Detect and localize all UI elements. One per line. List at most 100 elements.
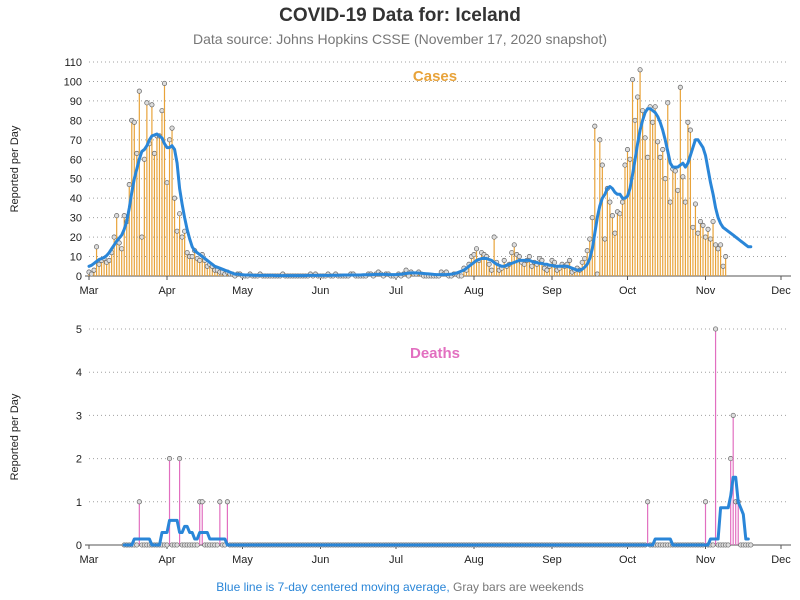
deaths-point <box>166 456 173 462</box>
cases-xtick-label: May <box>232 285 253 297</box>
cases-point <box>166 137 173 143</box>
cases-point <box>174 228 180 234</box>
cases-ytick-label: 80 <box>70 115 82 127</box>
deaths-xtick-label: Apr <box>158 554 175 566</box>
deaths-point <box>748 542 754 548</box>
deaths-point <box>214 542 220 548</box>
cases-point <box>685 119 691 125</box>
cases-point <box>587 236 593 242</box>
deaths-xtick-label: Sep <box>542 554 562 566</box>
cases-point <box>189 253 195 260</box>
cases-point <box>172 195 178 201</box>
deaths-point <box>725 542 731 548</box>
cases-point <box>473 246 480 252</box>
cases-point <box>632 117 638 123</box>
chart-subtitle: Data source: Johns Hopkins CSSE (Novembe… <box>193 31 607 47</box>
cases-point <box>121 213 127 219</box>
cases-point <box>136 88 142 94</box>
deaths-ytick-label: 3 <box>76 410 82 422</box>
cases-point <box>169 125 175 131</box>
cases-point <box>159 108 165 114</box>
deaths-point <box>199 499 205 505</box>
cases-point <box>718 242 724 248</box>
cases-ytick-label: 10 <box>70 252 82 264</box>
cases-point <box>458 273 464 279</box>
deaths-point <box>136 499 142 505</box>
cases-point <box>592 123 598 129</box>
cases-ytick-label: 20 <box>70 232 82 244</box>
deaths-panel-title: Deaths <box>410 345 460 362</box>
cases-point <box>599 162 605 168</box>
cases-point <box>609 213 615 219</box>
cases-point <box>652 104 658 110</box>
cases-point <box>589 215 595 221</box>
cases-point <box>491 234 497 240</box>
cases-point <box>91 267 97 273</box>
cases-point <box>111 234 117 240</box>
cases-point <box>149 102 155 108</box>
cases-xtick-label: Jun <box>312 285 330 297</box>
deaths-point <box>710 542 716 548</box>
cases-point <box>675 187 681 193</box>
cases-xtick-label: Jul <box>389 285 403 297</box>
cases-point <box>177 211 183 217</box>
deaths-ytick-label: 2 <box>76 454 82 466</box>
cases-point <box>635 94 641 100</box>
cases-point <box>695 230 701 236</box>
cases-point <box>489 267 495 273</box>
cases-point <box>645 154 651 160</box>
deaths-ytick-label: 1 <box>76 497 82 509</box>
cases-point <box>567 257 573 263</box>
cases-point <box>697 218 704 225</box>
cases-ytick-label: 90 <box>70 96 82 108</box>
cases-point <box>141 156 147 162</box>
cases-point <box>131 119 137 125</box>
cases-point <box>637 67 643 73</box>
cases-point <box>184 250 190 256</box>
cases-xtick-label: Aug <box>464 285 484 297</box>
cases-xtick-label: Oct <box>619 285 636 297</box>
cases-point <box>134 150 140 156</box>
cases-point <box>511 242 517 248</box>
cases-point <box>702 234 709 240</box>
cases-point <box>619 199 626 205</box>
deaths-moving-average-line <box>122 475 750 547</box>
deaths-point <box>174 542 180 548</box>
deaths-xtick-label: May <box>232 554 253 566</box>
cases-ytick-label: 50 <box>70 174 82 186</box>
cases-point <box>629 76 636 83</box>
cases-point <box>622 162 628 168</box>
deaths-ytick-label: 4 <box>76 367 82 379</box>
cases-point <box>597 137 603 143</box>
cases-ytick-label: 60 <box>70 154 82 166</box>
cases-point <box>164 180 170 186</box>
deaths-point <box>177 456 183 462</box>
footnote: Blue line is 7-day centered moving avera… <box>0 580 800 594</box>
cases-ytick-label: 0 <box>76 271 82 283</box>
deaths-point <box>728 456 734 462</box>
cases-point <box>584 248 590 254</box>
cases-ytick-label: 70 <box>70 135 82 147</box>
cases-point <box>624 146 631 153</box>
cases-point <box>516 253 522 260</box>
cases-point <box>582 255 588 262</box>
cases-point <box>700 222 706 228</box>
cases-point <box>617 211 623 217</box>
cases-panel-title: Cases <box>413 68 457 85</box>
chart-title: COVID-19 Data for: Iceland <box>279 5 521 26</box>
deaths-point <box>134 542 140 548</box>
cases-point <box>662 176 668 182</box>
cases-point <box>710 218 716 225</box>
deaths-point <box>194 542 200 548</box>
deaths-ytick-label: 0 <box>76 540 82 552</box>
cases-point <box>161 80 168 86</box>
cases-xtick-label: Nov <box>696 285 716 297</box>
cases-ytick-label: 100 <box>64 76 82 88</box>
cases-ytick-label: 40 <box>70 193 82 205</box>
cases-panel: 0 10 20 30 40 50 60 70 80 90 100 110 Mar Apr May Jun Jul… <box>9 57 791 297</box>
deaths-xtick-label: Jul <box>389 554 403 566</box>
deaths-xtick-label: Aug <box>464 554 484 566</box>
cases-point <box>720 263 726 269</box>
cases-point <box>612 230 618 236</box>
cases-point <box>526 253 532 260</box>
